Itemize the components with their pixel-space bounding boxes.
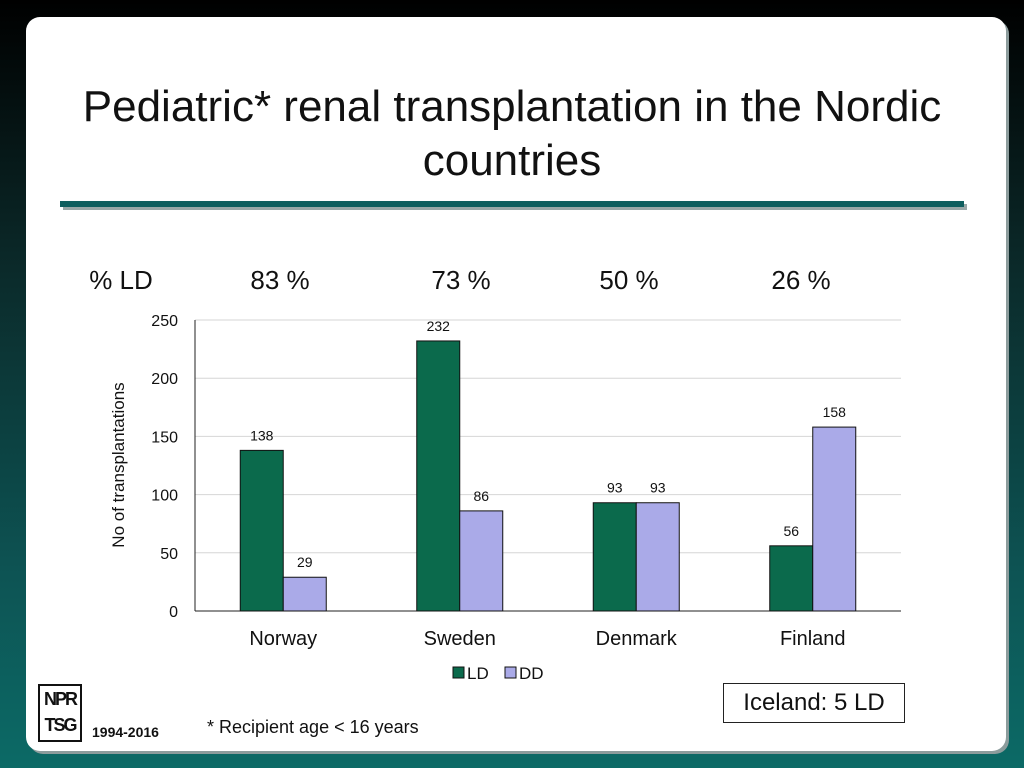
title-divider xyxy=(60,201,964,207)
legend-label-dd: DD xyxy=(519,664,544,683)
x-tick-label: Denmark xyxy=(596,628,678,650)
nprtsg-logo: NPR TSG xyxy=(38,684,82,742)
y-tick-label: 250 xyxy=(151,313,178,330)
data-label: 138 xyxy=(250,427,274,443)
x-tick-label: Sweden xyxy=(424,628,496,650)
logo-line-1: NPR xyxy=(43,689,78,709)
bar-ld-sweden xyxy=(416,340,461,612)
y-tick-label: 150 xyxy=(151,429,178,446)
pct-ld-label: % LD xyxy=(89,265,153,295)
data-label: 232 xyxy=(427,318,451,334)
pct-ld-finland: 26 % xyxy=(771,265,831,295)
footnote: * Recipient age < 16 years xyxy=(207,717,419,737)
x-tick-label: Finland xyxy=(780,628,846,650)
legend-label-ld: LD xyxy=(467,664,489,683)
data-label: 56 xyxy=(783,523,799,539)
iceland-note: Iceland: 5 LD xyxy=(723,683,905,723)
bar-ld-finland xyxy=(769,545,814,612)
bar-ld-norway xyxy=(239,449,284,612)
pct-ld-norway: 83 % xyxy=(250,265,310,295)
years-label: 1994-2016 xyxy=(92,724,159,740)
legend-swatch-ld xyxy=(452,666,465,679)
logo-line-2: TSG xyxy=(44,715,77,735)
y-tick-label: 200 xyxy=(151,371,178,388)
data-label: 93 xyxy=(650,480,666,496)
y-tick-label: 100 xyxy=(151,488,178,505)
y-tick-label: 50 xyxy=(160,546,178,563)
bar-dd-sweden xyxy=(459,510,504,612)
legend-swatch-dd xyxy=(504,666,517,679)
x-tick-label: Norway xyxy=(249,628,317,650)
bar-dd-norway xyxy=(282,576,327,612)
y-axis-title: No of transplantations xyxy=(109,382,128,547)
slide-title: Pediatric* renal transplantation in the … xyxy=(82,82,942,185)
pct-ld-denmark: 50 % xyxy=(599,265,659,295)
bar-ld-denmark xyxy=(592,502,637,612)
y-tick-label: 0 xyxy=(169,604,178,621)
bar-dd-finland xyxy=(812,426,857,612)
data-label: 93 xyxy=(607,480,623,496)
slide xyxy=(26,17,1006,751)
pct-ld-sweden: 73 % xyxy=(431,265,491,295)
data-label: 29 xyxy=(297,554,313,570)
data-label: 158 xyxy=(823,404,847,420)
data-label: 86 xyxy=(473,488,489,504)
bar-dd-denmark xyxy=(635,502,680,612)
